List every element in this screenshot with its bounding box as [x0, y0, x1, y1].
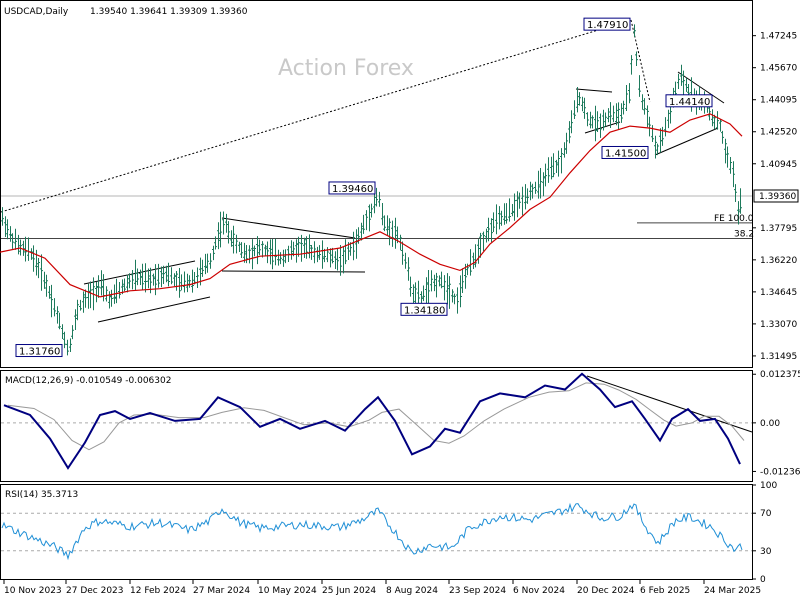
- y-tick-label: 1.45670: [760, 64, 797, 74]
- rsi-panel: [0, 484, 753, 580]
- price-label-box: [583, 17, 631, 31]
- rsi-y-tick-label: 70: [760, 509, 772, 519]
- trendlines: [0, 19, 753, 433]
- x-tick-label: 27 Mar 2024: [193, 586, 250, 596]
- y-tick-label: 1.37795: [760, 224, 797, 234]
- x-tick-label: 24 Mar 2025: [704, 586, 761, 596]
- macd-panel: [0, 370, 753, 482]
- y-tick-label: 1.34645: [760, 288, 797, 298]
- box-top: [575, 88, 613, 93]
- chart-header-ohlc: 1.39540 1.39641 1.39309 1.39360: [90, 7, 248, 17]
- price-series: [0, 24, 743, 356]
- macd-title: MACD(12,26,9) -0.010549 -0.006302: [5, 376, 171, 386]
- wedge-top: [677, 71, 725, 104]
- x-tick-label: 25 Jun 2024: [322, 586, 376, 596]
- y-tick-label: 1.31495: [760, 352, 797, 362]
- y-tick-label: 1.33070: [760, 320, 797, 330]
- channel-top: [83, 260, 196, 285]
- rsi-title: RSI(14) 35.3713: [5, 490, 78, 500]
- price-label: 1.39460: [332, 184, 373, 195]
- y-tick-label: 1.44095: [760, 96, 797, 106]
- macd-y-tick-label: -0.012367: [760, 467, 800, 477]
- price-label: 1.31760: [19, 347, 60, 358]
- rsi-line: [1, 502, 743, 561]
- price-label: 1.41500: [605, 148, 646, 159]
- x-tick-label: 8 Aug 2024: [386, 586, 438, 596]
- rsi-y-tick-label: 100: [760, 481, 777, 491]
- price-label-box: [665, 94, 713, 108]
- fe-label: FE 100.0: [714, 214, 754, 224]
- x-tick-label: 27 Dec 2023: [66, 586, 124, 596]
- x-tick-label: 20 Dec 2024: [577, 586, 635, 596]
- box-bottom: [584, 121, 621, 134]
- x-tick-label: 10 May 2024: [258, 586, 317, 596]
- y-tick-label: 1.40945: [760, 160, 797, 170]
- price-label: 1.47910: [587, 20, 628, 31]
- macd-y-tick-label: 0.012375: [760, 370, 800, 380]
- watermark: Action Forex: [278, 56, 414, 81]
- price-label-box: [15, 344, 63, 358]
- price-label: 1.34180: [404, 305, 445, 316]
- triangle-bottom: [221, 270, 366, 273]
- price-panel: [0, 0, 753, 368]
- moving-average-line: [0, 113, 743, 298]
- long-trendline: [0, 19, 632, 213]
- grid-lines: [1, 195, 752, 552]
- macd-y-tick-label: 0.00: [760, 419, 780, 429]
- chart-header-symbol: USDCAD,Daily: [4, 7, 69, 17]
- fib-label: 38.2: [734, 229, 754, 239]
- price-label-box: [400, 302, 448, 316]
- x-tick-label: 23 Sep 2024: [449, 586, 506, 596]
- rsi-y-tick-label: 0: [760, 575, 766, 585]
- channel-bottom: [97, 296, 211, 323]
- x-tick-label: 10 Nov 2023: [4, 586, 62, 596]
- y-tick-label: 1.47245: [760, 32, 797, 42]
- current-price-box: [753, 189, 799, 203]
- x-tick-label: 6 Feb 2025: [640, 586, 690, 596]
- y-tick-label: 1.36220: [760, 256, 797, 266]
- y-tick-label: 1.42520: [760, 128, 797, 138]
- x-tick-label: 12 Feb 2024: [130, 586, 186, 596]
- price-label-box: [328, 181, 376, 195]
- triangle-top: [221, 217, 356, 239]
- price-bars: [1, 24, 742, 356]
- wedge-bottom: [654, 127, 719, 156]
- macd-trendline: [586, 375, 753, 433]
- rsi-y-tick-label: 30: [760, 547, 772, 557]
- price-label-box: [601, 145, 649, 159]
- indicator-series: [1, 372, 745, 561]
- current-price-label: 1.39360: [759, 192, 796, 202]
- x-tick-label: 6 Nov 2024: [513, 586, 565, 596]
- price-labels: FE 100.0 38.2 1.31760 1.39460 1.34180 1.47910…: [15, 17, 754, 358]
- axes: 10 Nov 2023 27 Dec 2023 12 Feb 2024 27 Mar …: [3, 32, 800, 596]
- macd-signal-line: [7, 382, 745, 451]
- price-label: 1.44140: [669, 97, 710, 108]
- macd-line: [3, 372, 741, 470]
